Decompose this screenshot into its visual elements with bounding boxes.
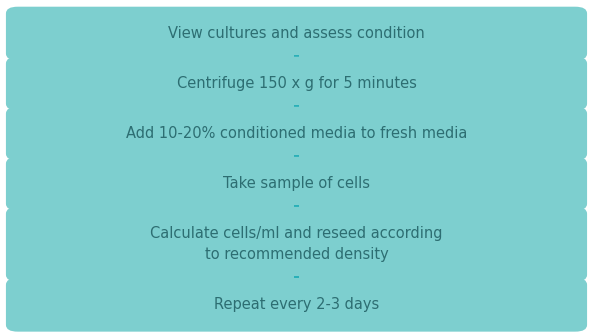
Text: Repeat every 2-3 days: Repeat every 2-3 days	[214, 297, 379, 312]
FancyBboxPatch shape	[6, 157, 587, 210]
FancyBboxPatch shape	[294, 55, 299, 62]
FancyBboxPatch shape	[294, 276, 299, 283]
FancyBboxPatch shape	[6, 207, 587, 282]
FancyBboxPatch shape	[6, 278, 587, 332]
Text: Take sample of cells: Take sample of cells	[223, 176, 370, 191]
FancyBboxPatch shape	[294, 205, 299, 212]
Text: Calculate cells/ml and reseed according
to recommended density: Calculate cells/ml and reseed according …	[150, 226, 443, 262]
FancyBboxPatch shape	[294, 105, 299, 112]
Text: Centrifuge 150 x g for 5 minutes: Centrifuge 150 x g for 5 minutes	[177, 76, 416, 91]
FancyBboxPatch shape	[6, 7, 587, 60]
FancyBboxPatch shape	[6, 57, 587, 111]
Text: Add 10-20% conditioned media to fresh media: Add 10-20% conditioned media to fresh me…	[126, 126, 467, 141]
Text: View cultures and assess condition: View cultures and assess condition	[168, 26, 425, 41]
FancyBboxPatch shape	[294, 155, 299, 162]
FancyBboxPatch shape	[6, 107, 587, 160]
